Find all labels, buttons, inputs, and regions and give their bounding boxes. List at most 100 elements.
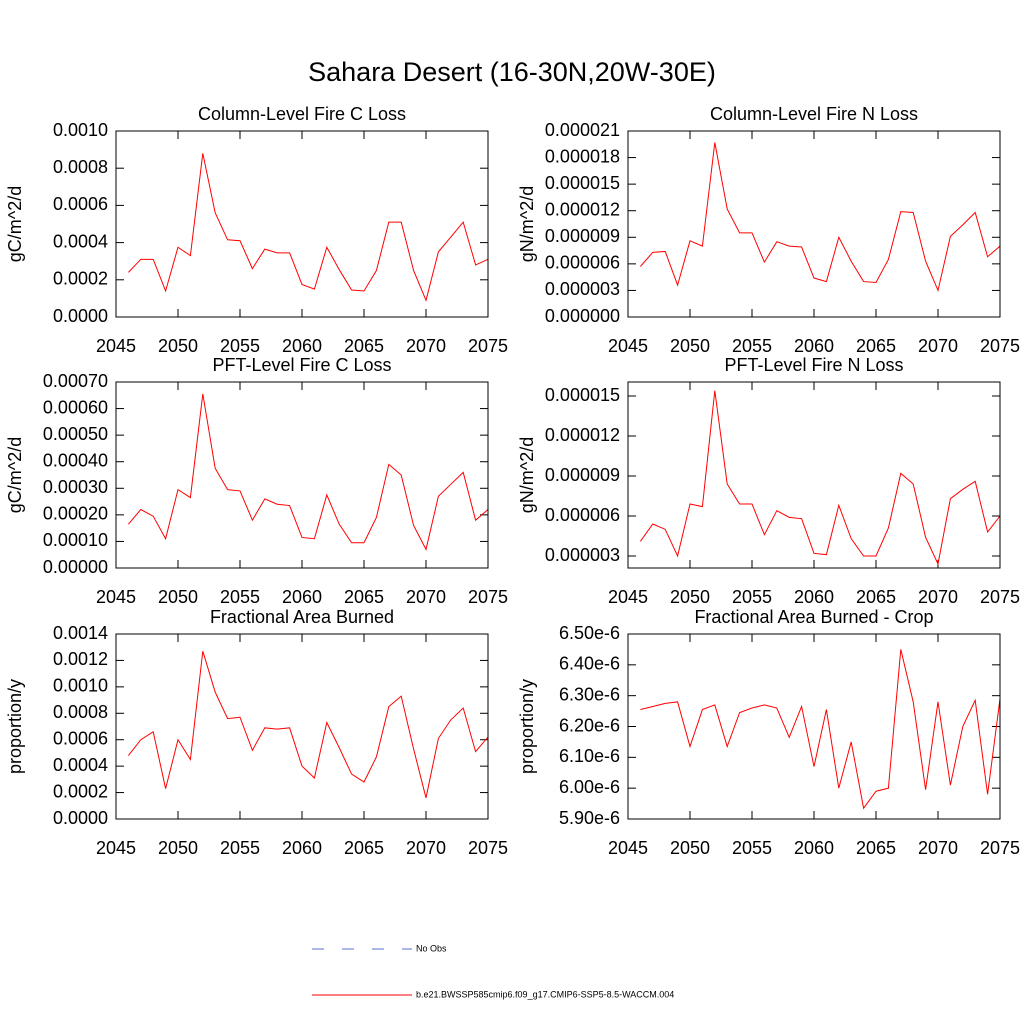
x-tick-label: 2050 xyxy=(158,336,198,356)
x-tick-label: 2045 xyxy=(96,838,136,858)
x-tick-label: 2060 xyxy=(282,336,322,356)
y-tick-label: 0.0002 xyxy=(53,781,108,801)
y-tick-label: 0.0004 xyxy=(53,755,108,775)
x-tick-label: 2070 xyxy=(406,587,446,607)
data-line xyxy=(128,651,489,798)
y-axis-label: gC/m^2/d xyxy=(5,437,25,513)
y-tick-label: 6.40e-6 xyxy=(559,654,620,674)
plot-frame xyxy=(627,381,1001,569)
y-tick-label: 0.00010 xyxy=(43,530,108,550)
y-tick-label: 0.0014 xyxy=(53,623,108,643)
y-tick-label: 6.00e-6 xyxy=(559,777,620,797)
y-tick-label: 0.0006 xyxy=(53,728,108,748)
y-tick-label: 0.000000 xyxy=(545,306,620,326)
x-tick-label: 2070 xyxy=(406,838,446,858)
y-tick-label: 0.00020 xyxy=(43,504,108,524)
x-tick-label: 2065 xyxy=(856,587,896,607)
x-tick-label: 2055 xyxy=(220,838,260,858)
legend-label: b.e21.BWSSP585cmip6.f09_g17.CMIP6-SSP5-8… xyxy=(416,989,674,999)
y-tick-label: 0.0008 xyxy=(53,157,108,177)
y-tick-label: 0.0000 xyxy=(53,306,108,326)
y-tick-label: 0.0010 xyxy=(53,676,108,696)
panel-title: Column-Level Fire N Loss xyxy=(710,104,918,124)
plot-frame xyxy=(115,633,489,820)
x-tick-label: 2055 xyxy=(732,336,772,356)
x-tick-label: 2075 xyxy=(468,587,508,607)
x-tick-label: 2050 xyxy=(158,587,198,607)
y-axis-label: proportion/y xyxy=(517,679,537,774)
y-tick-label: 0.0012 xyxy=(53,649,108,669)
y-tick-label: 0.00060 xyxy=(43,397,108,417)
x-tick-label: 2060 xyxy=(794,336,834,356)
y-tick-label: 0.000012 xyxy=(545,425,620,445)
y-tick-label: 0.000009 xyxy=(545,226,620,246)
y-tick-label: 0.000006 xyxy=(545,253,620,273)
y-tick-label: 0.000015 xyxy=(545,173,620,193)
x-tick-label: 2045 xyxy=(608,838,648,858)
x-tick-label: 2060 xyxy=(794,587,834,607)
x-tick-label: 2050 xyxy=(670,838,710,858)
data-line xyxy=(640,142,1001,293)
x-tick-label: 2045 xyxy=(608,336,648,356)
data-line xyxy=(639,390,1001,566)
y-tick-label: 0.00050 xyxy=(43,424,108,444)
x-tick-label: 2055 xyxy=(220,336,260,356)
x-tick-label: 2075 xyxy=(980,336,1020,356)
x-tick-label: 2060 xyxy=(282,838,322,858)
legend-label: No Obs xyxy=(416,943,447,953)
x-tick-label: 2045 xyxy=(96,587,136,607)
y-tick-label: 0.000015 xyxy=(545,385,620,405)
y-tick-label: 0.00030 xyxy=(43,477,108,497)
x-tick-label: 2065 xyxy=(344,838,384,858)
plot-frame xyxy=(627,130,1001,318)
y-tick-label: 6.50e-6 xyxy=(559,623,620,643)
x-tick-label: 2060 xyxy=(282,587,322,607)
y-tick-label: 5.90e-6 xyxy=(559,808,620,828)
y-tick-label: 0.000021 xyxy=(545,120,620,140)
x-tick-label: 2070 xyxy=(918,587,958,607)
x-tick-label: 2075 xyxy=(468,838,508,858)
y-tick-label: 0.00000 xyxy=(43,557,108,577)
x-tick-label: 2050 xyxy=(158,838,198,858)
x-tick-label: 2050 xyxy=(670,336,710,356)
panel-title: Column-Level Fire C Loss xyxy=(198,104,406,124)
y-axis-label: gC/m^2/d xyxy=(5,186,25,262)
y-tick-label: 0.000012 xyxy=(545,199,620,219)
y-tick-label: 6.20e-6 xyxy=(559,715,620,735)
x-tick-label: 2055 xyxy=(732,587,772,607)
x-tick-label: 2070 xyxy=(918,336,958,356)
y-tick-label: 0.0008 xyxy=(53,702,108,722)
plot-frame xyxy=(115,381,489,569)
x-tick-label: 2065 xyxy=(344,336,384,356)
x-tick-label: 2065 xyxy=(344,587,384,607)
data-line xyxy=(128,153,489,302)
x-tick-label: 2055 xyxy=(220,587,260,607)
panel-title: PFT-Level Fire C Loss xyxy=(212,355,391,375)
x-tick-label: 2055 xyxy=(732,838,772,858)
plot-frame xyxy=(627,633,1001,820)
y-tick-label: 6.10e-6 xyxy=(559,746,620,766)
x-tick-label: 2075 xyxy=(980,587,1020,607)
x-tick-label: 2075 xyxy=(980,838,1020,858)
figure-title: Sahara Desert (16-30N,20W-30E) xyxy=(308,57,716,87)
x-tick-label: 2050 xyxy=(670,587,710,607)
data-line xyxy=(128,393,489,551)
y-axis-label: gN/m^2/d xyxy=(517,437,537,513)
x-tick-label: 2065 xyxy=(856,838,896,858)
panel-title: Fractional Area Burned xyxy=(210,607,394,627)
y-tick-label: 6.30e-6 xyxy=(559,684,620,704)
y-tick-label: 0.00070 xyxy=(43,371,108,391)
y-tick-label: 0.000003 xyxy=(545,545,620,565)
y-tick-label: 0.0004 xyxy=(53,231,108,251)
y-tick-label: 0.000003 xyxy=(545,279,620,299)
panel-title: Fractional Area Burned - Crop xyxy=(694,607,933,627)
x-tick-label: 2060 xyxy=(794,838,834,858)
data-line xyxy=(640,649,1001,810)
y-tick-label: 0.000009 xyxy=(545,465,620,485)
y-tick-label: 0.0002 xyxy=(53,269,108,289)
y-tick-label: 0.000006 xyxy=(545,505,620,525)
x-tick-label: 2070 xyxy=(918,838,958,858)
y-axis-label: gN/m^2/d xyxy=(517,186,537,262)
y-tick-label: 0.0000 xyxy=(53,808,108,828)
